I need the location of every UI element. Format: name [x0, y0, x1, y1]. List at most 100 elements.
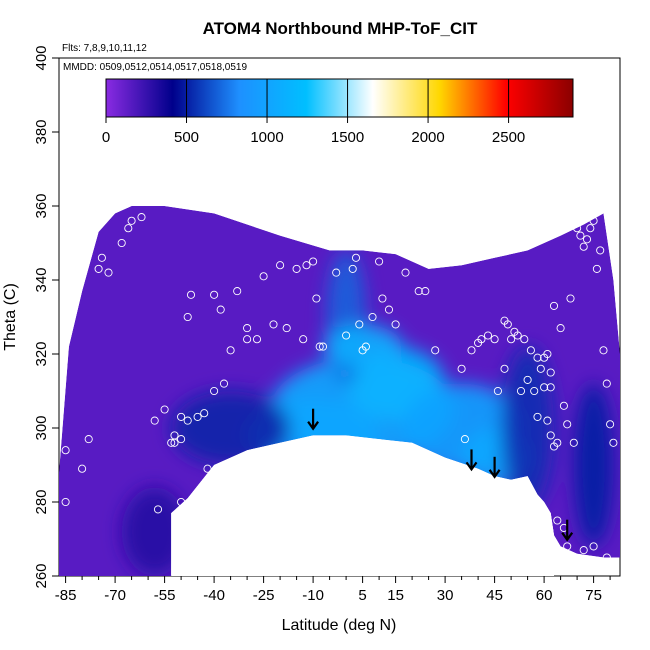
sample-point — [177, 412, 186, 421]
sample-point — [252, 335, 262, 344]
sample-point — [276, 261, 285, 270]
sample-point — [540, 383, 549, 392]
arrow-marker — [465, 449, 478, 472]
sample-point — [421, 287, 430, 296]
sample-point — [589, 542, 598, 551]
sample-point — [602, 553, 611, 562]
y-tick-label: 340 — [33, 267, 50, 292]
sample-point — [576, 231, 585, 240]
sample-point — [573, 224, 582, 233]
sample-point — [193, 412, 202, 421]
x-tick-label: -40 — [203, 587, 225, 604]
sample-point — [546, 431, 555, 440]
sample-point — [299, 335, 308, 344]
x-axis-label: Latitude (deg N) — [282, 617, 397, 634]
sample-point — [61, 497, 70, 507]
sample-point — [200, 409, 209, 418]
sample-point — [282, 324, 291, 333]
sample-point — [150, 416, 159, 425]
sample-point — [348, 264, 357, 273]
sample-point — [167, 438, 176, 447]
sample-point — [503, 320, 512, 329]
sample-point — [553, 516, 562, 525]
sample-point — [609, 438, 618, 447]
sample-point — [530, 494, 539, 503]
chart-title: ATOM4 Northbound MHP-ToF_CIT — [203, 19, 478, 38]
sample-point — [477, 335, 486, 344]
colorbar-tick-label: 2000 — [411, 129, 444, 146]
colorbar-tick-label: 1500 — [331, 129, 364, 146]
sample-point — [543, 416, 552, 425]
sample-point — [530, 386, 539, 396]
sample-point — [210, 290, 219, 299]
sample-point — [177, 497, 186, 507]
colorbar-tick-label: 500 — [174, 129, 199, 146]
x-tick-label: -55 — [154, 587, 176, 604]
y-tick-label: 280 — [33, 489, 50, 514]
arrow-marker — [488, 456, 501, 479]
sample-point — [378, 294, 387, 303]
sample-point — [61, 446, 70, 455]
sample-point — [368, 312, 377, 322]
sample-point — [219, 379, 229, 388]
flights-note: Flts: 7,8,9,10,11,12 — [62, 43, 147, 54]
sample-point — [384, 305, 394, 314]
x-tick-label: -70 — [104, 587, 126, 604]
sample-point — [483, 331, 493, 340]
sample-point — [137, 213, 146, 222]
sample-point — [259, 272, 268, 281]
x-tick-label: -25 — [253, 587, 275, 604]
x-tick-label: 45 — [486, 587, 503, 604]
sample-point — [596, 246, 605, 255]
y-tick-label: 360 — [33, 193, 50, 218]
y-tick-label: 400 — [33, 45, 50, 70]
y-tick-label: 300 — [33, 415, 50, 440]
sample-point — [309, 257, 318, 266]
sample-point — [332, 268, 341, 277]
sample-point — [391, 320, 400, 329]
sample-point — [160, 405, 169, 414]
sample-point — [563, 420, 572, 429]
colorbar-ticks: 0 500 1000 1500 2000 2500 — [102, 79, 525, 146]
sample-point — [183, 312, 192, 322]
sample-point — [520, 335, 529, 344]
x-tick-label: -10 — [302, 587, 324, 604]
y-axis: 260 280 300 320 340 360 380 400 — [33, 45, 59, 589]
sample-points — [61, 213, 618, 562]
y-tick-label: 260 — [33, 563, 50, 588]
sample-point — [153, 505, 163, 514]
high-value-region — [171, 391, 290, 465]
sample-point — [315, 342, 324, 351]
sample-point — [526, 346, 535, 355]
sample-point — [170, 438, 179, 447]
sample-point — [559, 401, 568, 410]
sample-point — [243, 324, 252, 333]
sample-point — [64, 316, 73, 325]
sample-point — [592, 264, 601, 273]
sample-point — [355, 320, 364, 329]
x-tick-label: 15 — [387, 587, 404, 604]
sample-point — [569, 438, 578, 447]
sample-point — [104, 268, 113, 277]
sample-point — [546, 383, 555, 392]
sample-point — [533, 353, 542, 362]
sample-point — [543, 349, 552, 359]
sample-point — [523, 375, 532, 384]
sample-point — [94, 264, 103, 273]
x-tick-label: 30 — [437, 587, 454, 604]
sample-point — [500, 364, 509, 373]
sample-point — [431, 346, 440, 355]
arrow-marker — [307, 408, 319, 431]
x-tick-label: 75 — [585, 587, 602, 604]
sample-point — [589, 216, 598, 225]
plot-area — [59, 206, 620, 576]
sample-point — [507, 335, 516, 344]
sample-point — [177, 435, 186, 444]
x-tick-label: 60 — [536, 587, 553, 604]
sample-point — [210, 386, 219, 396]
sample-point — [414, 287, 423, 296]
arrow-markers — [307, 408, 574, 542]
sample-point — [586, 224, 595, 233]
sample-point — [599, 346, 608, 355]
sample-point — [243, 335, 252, 344]
